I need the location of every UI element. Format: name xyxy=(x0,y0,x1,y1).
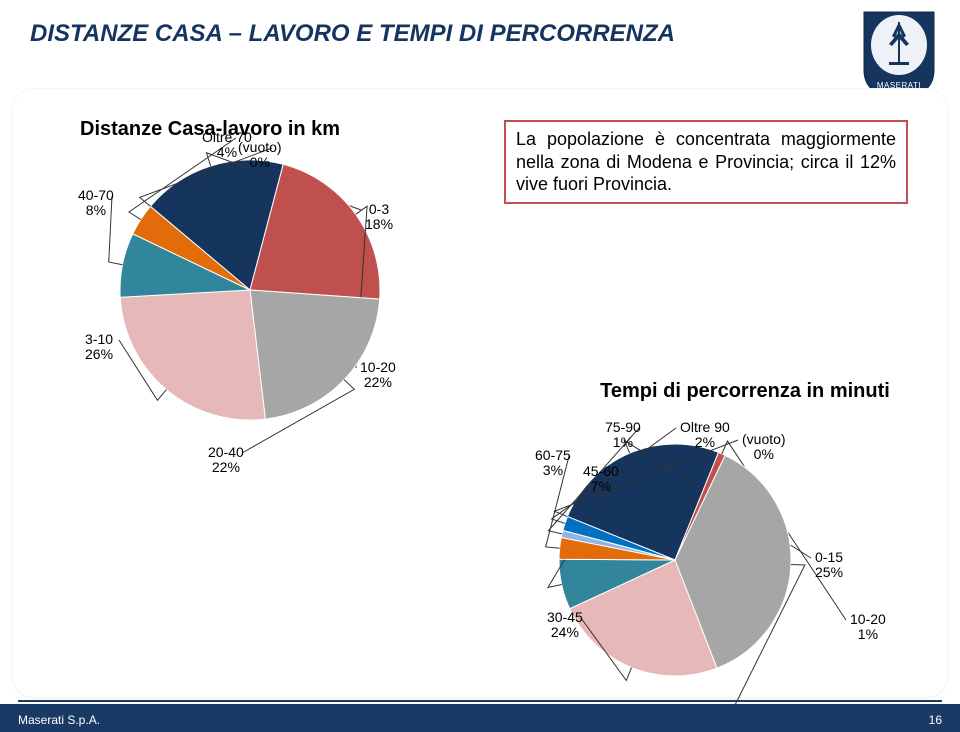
chart2-label-0: 0-15 25% xyxy=(815,550,843,579)
chart2-label-7: Oltre 90 2% xyxy=(680,420,730,449)
chart2-label-1: 10-20 1% xyxy=(850,612,886,641)
footer-page-number: 16 xyxy=(929,713,942,727)
chart2-label-5: 60-75 3% xyxy=(535,448,571,477)
chart1-label-1: 10-20 22% xyxy=(360,360,396,389)
chart2-label-6: 75-90 1% xyxy=(605,420,641,449)
chart2-label-4: 45-60 7% xyxy=(583,464,619,493)
footer-company: Maserati S.p.A. xyxy=(18,713,100,727)
page-title: DISTANZE CASA – LAVORO E TEMPI DI PERCOR… xyxy=(30,20,675,48)
slide: DISTANZE CASA – LAVORO E TEMPI DI PERCOR… xyxy=(0,0,960,732)
chart2-label-3: 30-45 24% xyxy=(547,610,583,639)
footer-rule xyxy=(18,700,942,702)
chart1-label-3: 3-10 26% xyxy=(85,332,113,361)
chart1-label-4: 40-70 8% xyxy=(78,188,114,217)
chart1-label-6: (vuoto) 0% xyxy=(238,140,282,169)
chart1-label-0: 0-3 18% xyxy=(365,202,393,231)
footer-bar xyxy=(0,704,960,732)
chart2-label-8: (vuoto) 0% xyxy=(742,432,786,461)
brand-logo: MASERATI xyxy=(862,10,936,100)
info-text-box: La popolazione è concentrata maggiorment… xyxy=(504,120,908,204)
chart1-label-2: 20-40 22% xyxy=(208,445,244,474)
chart2-title: Tempi di percorrenza in minuti xyxy=(595,380,895,403)
